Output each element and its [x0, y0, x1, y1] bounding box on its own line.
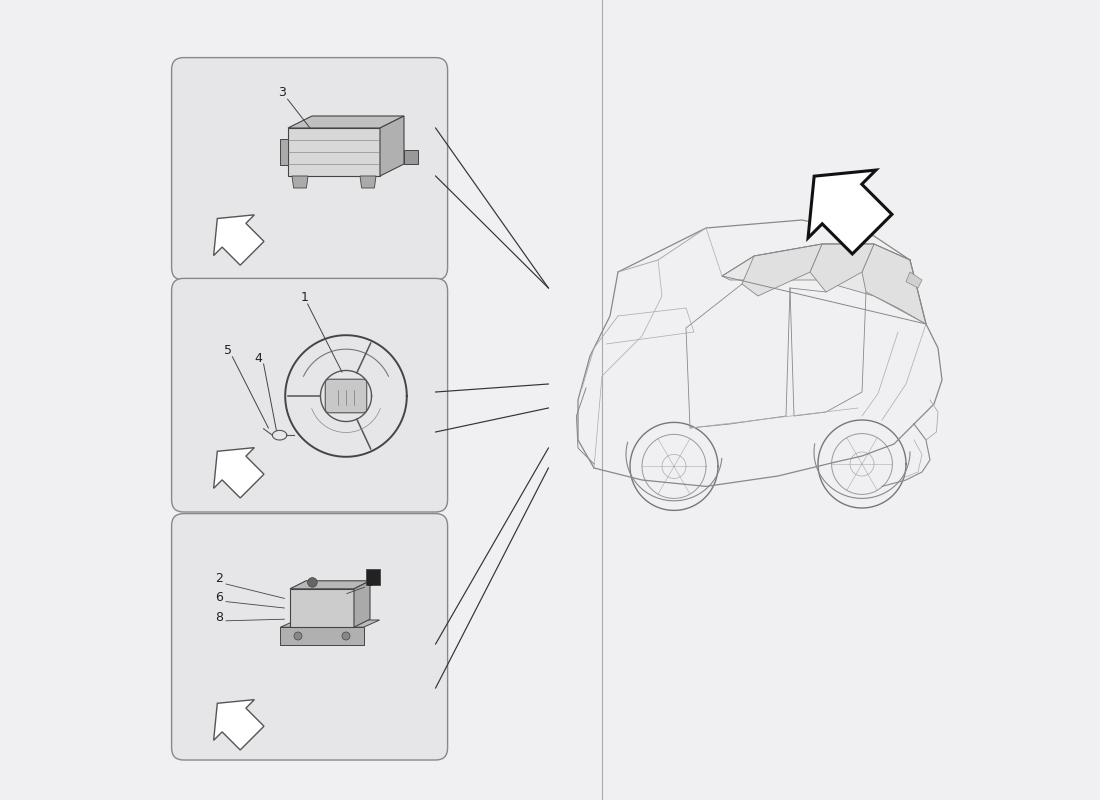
Polygon shape	[810, 244, 875, 292]
Text: 4: 4	[254, 351, 262, 365]
Polygon shape	[280, 620, 380, 627]
Text: 6: 6	[216, 590, 223, 604]
Polygon shape	[404, 150, 418, 164]
Polygon shape	[280, 627, 364, 645]
Polygon shape	[213, 215, 264, 265]
FancyBboxPatch shape	[326, 379, 366, 413]
Polygon shape	[288, 116, 404, 128]
Polygon shape	[742, 244, 822, 296]
Polygon shape	[366, 569, 379, 585]
Text: 1: 1	[300, 291, 308, 304]
Polygon shape	[354, 581, 370, 627]
Polygon shape	[280, 138, 288, 165]
Circle shape	[294, 632, 302, 640]
Circle shape	[342, 632, 350, 640]
Text: 3: 3	[278, 86, 286, 99]
Polygon shape	[290, 589, 354, 627]
Text: 2: 2	[216, 573, 223, 586]
Polygon shape	[288, 128, 379, 176]
FancyBboxPatch shape	[172, 278, 448, 512]
Polygon shape	[906, 272, 922, 288]
FancyBboxPatch shape	[172, 514, 448, 760]
Text: 8: 8	[216, 611, 223, 624]
Circle shape	[308, 578, 317, 587]
Polygon shape	[292, 176, 308, 188]
Polygon shape	[213, 448, 264, 498]
Polygon shape	[360, 176, 376, 188]
Polygon shape	[379, 116, 404, 176]
Text: 9: 9	[366, 576, 374, 589]
Polygon shape	[722, 244, 926, 324]
Polygon shape	[290, 581, 370, 589]
Text: 5: 5	[224, 344, 232, 357]
Polygon shape	[862, 244, 926, 324]
Polygon shape	[213, 700, 264, 750]
Polygon shape	[808, 170, 892, 254]
FancyBboxPatch shape	[172, 58, 448, 280]
